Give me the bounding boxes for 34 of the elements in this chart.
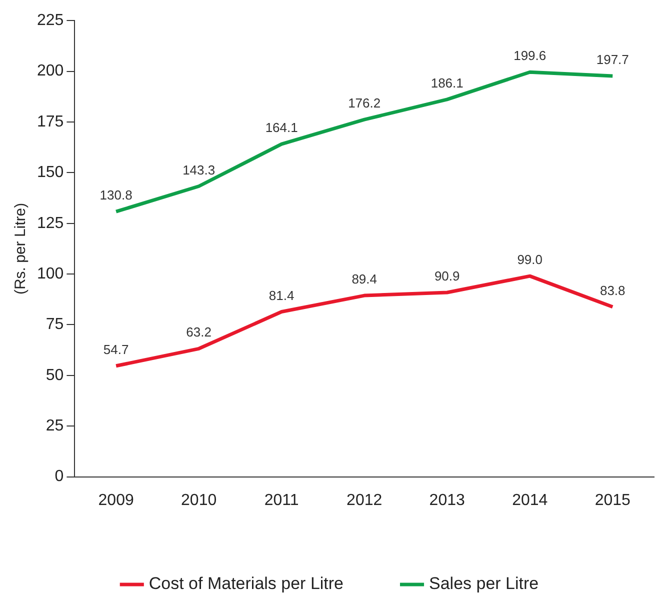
data-label: 199.6 bbox=[514, 48, 546, 64]
data-label: 164.1 bbox=[265, 120, 298, 136]
y-tick-label: 225 bbox=[36, 12, 64, 30]
data-label: 54.7 bbox=[103, 342, 129, 357]
legend-label: Sales per Litre bbox=[429, 574, 539, 594]
x-tick-label: 2011 bbox=[264, 492, 299, 509]
y-tick-label: 175 bbox=[36, 113, 64, 130]
y-tick-label: 200 bbox=[36, 62, 64, 80]
y-tick-label: 25 bbox=[46, 418, 64, 435]
data-label: 197.7 bbox=[596, 52, 629, 68]
data-label: 83.8 bbox=[600, 282, 626, 298]
data-label: 130.8 bbox=[100, 188, 132, 203]
x-tick-label: 2013 bbox=[429, 492, 466, 509]
data-label: 186.1 bbox=[430, 76, 464, 91]
x-tick-label: 2012 bbox=[346, 492, 382, 509]
legend-label: Cost of Materials per Litre bbox=[148, 574, 344, 594]
y-tick-label: 50 bbox=[46, 366, 64, 384]
data-label: 99.0 bbox=[517, 252, 543, 268]
y-tick-label: 125 bbox=[36, 214, 64, 232]
data-label: 81.4 bbox=[268, 288, 294, 303]
data-label: 143.3 bbox=[182, 162, 216, 178]
y-tick-label: 100 bbox=[36, 265, 64, 282]
data-label: 176.2 bbox=[348, 96, 381, 111]
data-label: 63.2 bbox=[186, 324, 212, 340]
data-label: 90.9 bbox=[434, 268, 460, 284]
y-tick-label: 75 bbox=[46, 316, 64, 334]
x-tick-label: 2015 bbox=[594, 492, 631, 509]
y-axis-title: (Rs. per Litre) bbox=[12, 202, 30, 295]
y-tick-label: 0 bbox=[54, 468, 64, 486]
y-tick-label: 150 bbox=[36, 164, 64, 182]
data-label: 89.4 bbox=[352, 272, 378, 287]
x-tick-label: 2010 bbox=[181, 492, 217, 509]
x-tick-label: 2009 bbox=[98, 492, 134, 509]
x-tick-label: 2014 bbox=[512, 492, 548, 509]
